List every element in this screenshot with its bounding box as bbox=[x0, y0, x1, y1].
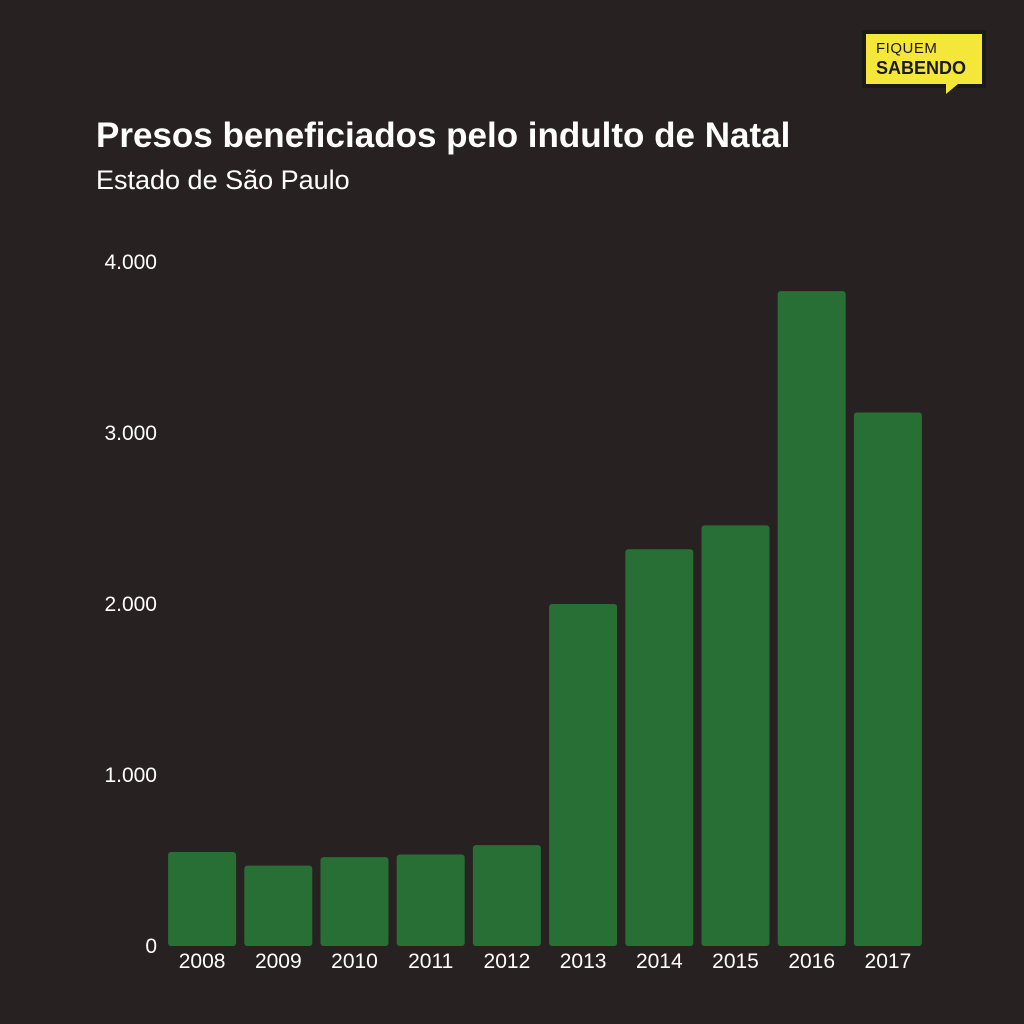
bar-2008 bbox=[168, 851, 237, 946]
bar-2013 bbox=[549, 604, 618, 946]
bar-2015 bbox=[701, 525, 770, 946]
y-tick-label: 2.000 bbox=[104, 593, 157, 616]
chart-subtitle: Estado de São Paulo bbox=[96, 165, 350, 195]
logo-speech-tail bbox=[946, 84, 958, 94]
y-tick-label: 4.000 bbox=[104, 251, 157, 274]
chart-title: Presos beneficiados pelo indulto de Nata… bbox=[96, 116, 791, 155]
logo-text-line1: FIQUEM bbox=[876, 40, 938, 57]
bars bbox=[168, 291, 922, 947]
x-tick-label: 2017 bbox=[865, 950, 912, 973]
x-tick-label: 2012 bbox=[484, 950, 531, 973]
bar-2010 bbox=[320, 857, 389, 946]
fiquem-sabendo-logo: FIQUEM SABENDO bbox=[862, 30, 986, 94]
bar-2017 bbox=[853, 412, 922, 947]
x-tick-label: 2013 bbox=[560, 950, 607, 973]
x-tick-label: 2015 bbox=[712, 950, 759, 973]
bar-2016 bbox=[777, 291, 846, 946]
y-axis: 0 1.000 2.000 3.000 4.000 bbox=[104, 251, 157, 958]
y-tick-label: 3.000 bbox=[104, 422, 157, 445]
x-tick-label: 2014 bbox=[636, 950, 683, 973]
x-tick-label: 2010 bbox=[331, 950, 378, 973]
logo-background bbox=[866, 34, 982, 84]
y-tick-label: 1.000 bbox=[104, 764, 157, 787]
logo-text-line2: SABENDO bbox=[876, 58, 967, 78]
x-tick-label: 2011 bbox=[408, 950, 453, 973]
bar-2009 bbox=[244, 865, 313, 946]
x-tick-label: 2016 bbox=[788, 950, 835, 973]
x-axis: 2008 2009 2010 2011 2012 2013 2014 2015 2016 2017 bbox=[179, 950, 912, 973]
x-tick-label: 2008 bbox=[179, 950, 226, 973]
x-tick-label: 2009 bbox=[255, 950, 302, 973]
bar-2011 bbox=[396, 854, 465, 946]
bar-2012 bbox=[472, 845, 541, 946]
y-tick-label: 0 bbox=[145, 935, 157, 958]
bar-2014 bbox=[625, 549, 694, 946]
